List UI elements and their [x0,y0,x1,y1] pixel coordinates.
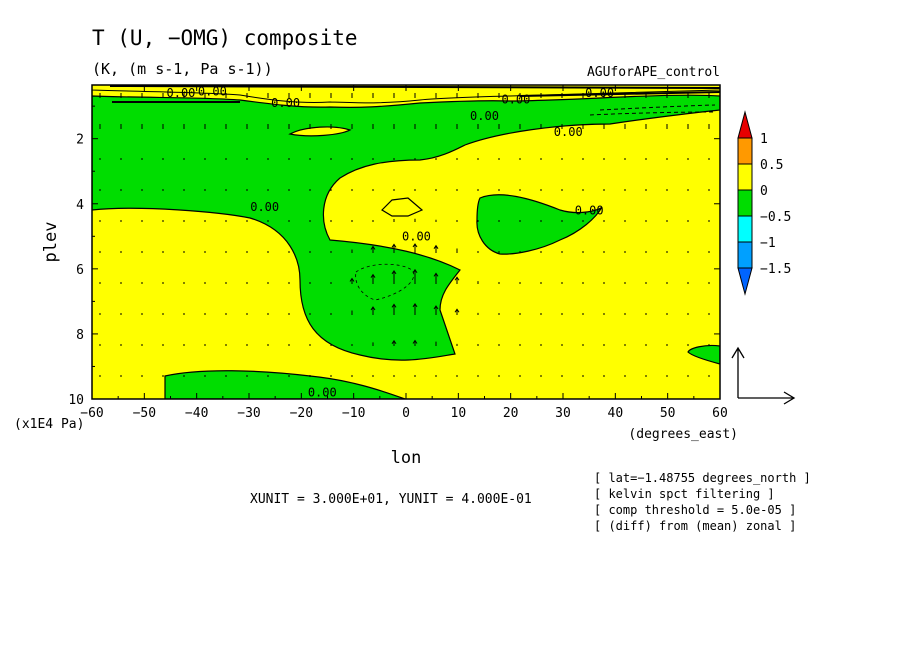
note-line: [ kelvin spct filtering ] [594,487,775,501]
dataset-label: AGUforAPE_control [587,65,720,80]
colorbar-tick-label: −0.5 [760,210,791,225]
y-tick-label: 4 [76,198,84,213]
x-tick-label: 60 [712,406,728,421]
y-tick-label: 8 [76,328,84,343]
wind-arrowhead [412,243,418,248]
reference-vector [731,346,796,405]
contour-label: 0.00 [501,93,530,107]
contour-label: 0.00 [308,385,337,399]
contour-label: 0.00 [554,125,583,139]
colorbar-segment [737,267,753,296]
colorbar-segment [737,137,753,165]
contour-label: 0.00 [575,203,604,217]
colorbar-segment [737,110,753,139]
wind-arrowhead [412,302,418,308]
contour-label: 0.00 [250,200,279,214]
x-tick-label: 10 [451,406,467,421]
y-unit-label: (x1E4 Pa) [14,417,84,432]
colorbar-tick-label: −1 [760,236,776,251]
colorbar: 1 0.5 0 −0.5 −1 −1.5 [737,110,791,296]
contour-label: 0.00 [167,86,196,100]
x-tick-label: −30 [237,406,260,421]
chart-subtitle: (K, (m s-1, Pa s-1)) [92,60,273,78]
chart-title: T (U, −OMG) composite [92,26,358,50]
x-axis-label: lon [391,448,422,468]
x-tick-label: −20 [290,406,313,421]
notes-block: [ lat=−1.48755 degrees_north ] [ kelvin … [594,471,811,533]
x-tick-label: 30 [555,406,571,421]
note-line: [ lat=−1.48755 degrees_north ] [594,471,811,485]
x-tick-label: 50 [660,406,676,421]
colorbar-tick-label: −1.5 [760,262,791,277]
wind-arrowhead [433,272,439,277]
colorbar-tick-label: 0.5 [760,158,783,173]
colorbar-segment [737,215,753,243]
dashed-contour-center [355,263,415,301]
colorbar-tick-label: 0 [760,184,768,199]
small-contour-loop [381,197,424,217]
y-tick-label: 2 [76,133,84,148]
y-axis-label: plev [41,222,61,263]
contour-label: 0.00 [271,96,300,110]
negative-region-right [476,194,603,255]
negative-region-main [92,94,720,361]
plot-area: 0.00 0.000.00 0.00 0.000.000.000.000.000.00… [92,85,720,399]
wind-arrowhead [433,244,439,249]
contour-label: 0.00 [198,85,227,99]
contour-label: 0.00 [402,229,431,243]
y-axis: 2 4 6 8 10 [68,105,720,408]
colorbar-tick-label: 1 [760,132,768,147]
note-line: [ (diff) from (mean) zonal ] [594,519,796,533]
x-tick-label: −10 [342,406,365,421]
wind-arrowhead [391,303,397,308]
wind-arrowhead [412,268,418,273]
wind-arrowhead [349,277,355,282]
wind-arrowhead [433,305,439,310]
x-axis: −60 −50 −40 −30 −20 −10 0 10 20 30 40 50 60 [80,85,728,421]
y-tick-label: 6 [76,263,84,278]
wind-arrowhead [391,243,397,248]
x-tick-label: −50 [133,406,156,421]
x-tick-label: −40 [185,406,208,421]
negative-region-bottom [164,370,406,399]
wind-arrowhead [391,339,397,345]
note-line: [ comp threshold = 5.0e-05 ] [594,503,796,517]
negative-region-corner [687,344,720,365]
colorbar-segment [737,189,753,217]
contour-labels: 0.00 0.000.00 0.00 0.000.000.000.000.000.00… [167,85,615,399]
y-tick-label: 10 [68,393,84,408]
dashed-contour-right [589,104,716,116]
colorbar-segment [737,241,753,269]
wind-arrowhead [454,308,460,313]
contour-label: 0.00 [585,86,614,100]
wind-vectors [99,93,710,377]
x-tick-label: 0 [402,406,410,421]
wind-arrowhead [454,276,460,281]
vector-unit-text: XUNIT = 3.000E+01, YUNIT = 4.000E-01 [250,492,532,507]
contour-label: 0.00 [470,109,499,123]
x-tick-label: −60 [80,406,103,421]
wind-arrowhead [370,273,376,278]
wind-arrowhead [391,269,397,275]
wind-arrowhead [370,306,376,311]
x-tick-label: 20 [503,406,519,421]
colorbar-segment [737,163,753,191]
wind-arrowhead [370,245,376,250]
positive-patch-upper [288,126,352,137]
x-tick-label: 40 [608,406,624,421]
thin-contour-top [109,85,720,103]
x-unit-label: (degrees_east) [628,427,738,442]
wind-arrowhead [412,339,418,344]
